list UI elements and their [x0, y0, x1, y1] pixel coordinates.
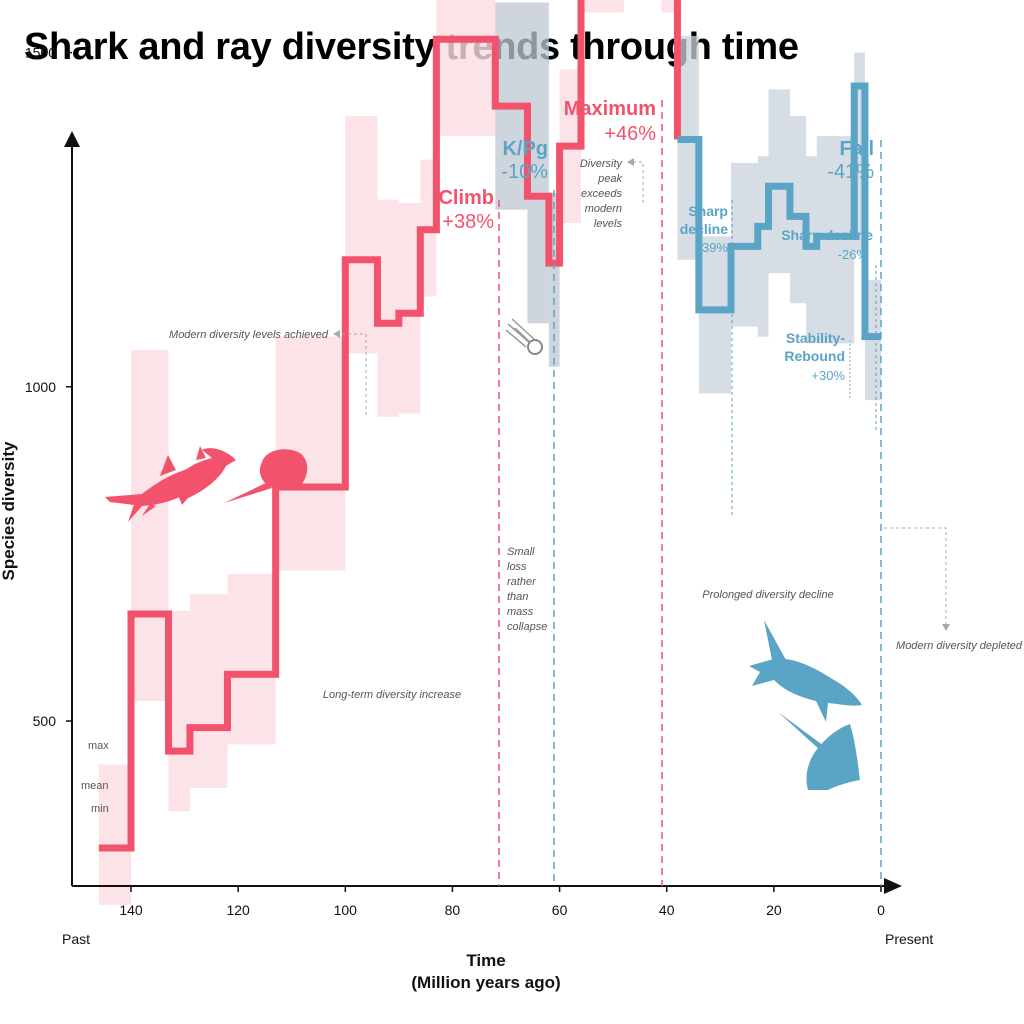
- y-tick-label: 1500: [25, 45, 56, 61]
- shark-icon: [749, 620, 862, 722]
- event-name-kpg: K/Pg: [502, 138, 548, 160]
- x-tick-label: 120: [226, 902, 250, 918]
- range-band: [768, 89, 790, 274]
- range-band: [757, 156, 769, 337]
- x-tick-label: 60: [552, 902, 568, 918]
- x-tick-label: 40: [659, 902, 675, 918]
- x-axis-unit: (Million years ago): [411, 973, 560, 992]
- event-change-sharp-decline-2: -26%: [838, 247, 869, 262]
- x-tick-label: 0: [877, 902, 885, 918]
- x-end-label-past: Past: [62, 931, 90, 947]
- x-end-label-present: Present: [885, 931, 933, 947]
- annotation-peak-exceeds: Diversity peak exceeds modern levels: [580, 158, 624, 230]
- event-name-fall: Fall: [840, 138, 874, 160]
- event-name-stability-rebound: Stability-Rebound: [784, 330, 845, 364]
- range-band: [854, 52, 865, 254]
- event-change-sharp-decline-1: -39%: [698, 240, 729, 255]
- range-band: [345, 116, 378, 354]
- x-axis-title: Time: [466, 951, 505, 970]
- y-axis-arrow: [64, 131, 80, 147]
- range-band: [189, 594, 228, 788]
- event-name-sharp-decline-2: Sharp decline: [781, 227, 873, 243]
- range-band: [661, 0, 678, 13]
- event-name-maximum: Maximum: [564, 98, 656, 120]
- event-change-stability-rebound: +30%: [811, 368, 845, 383]
- annotation-modern-levels-leader: [338, 333, 367, 415]
- range-band: [131, 350, 169, 701]
- mean-line-climb: [98, 0, 681, 852]
- annotation-depleted-leader: [884, 527, 947, 624]
- y-axis-title: Species diversity: [0, 441, 18, 580]
- event-change-climb: +38%: [442, 211, 494, 233]
- range-band: [398, 202, 421, 414]
- event-name-climb: Climb: [438, 187, 494, 209]
- range-band: [677, 35, 699, 260]
- range-band: [527, 2, 549, 324]
- range-band: [377, 199, 399, 417]
- x-tick-label: 20: [766, 902, 782, 918]
- annotation-modern-depleted: Modern diversity depleted: [896, 640, 1023, 652]
- annotation-peak-leader: [633, 161, 644, 203]
- range-band: [168, 610, 190, 812]
- y-tick-label: 500: [33, 713, 57, 729]
- annotation-modern-levels-arrow: [333, 330, 340, 338]
- legend-mean: mean: [81, 780, 109, 792]
- legend-max: max: [88, 740, 109, 752]
- annotation-depleted-arrow: [942, 624, 950, 631]
- event-name-sharp-decline-1: Sharp decline: [680, 203, 728, 237]
- chart-title: Shark and ray diversity trends through t…: [24, 26, 799, 68]
- y-tick-label: 1000: [25, 379, 56, 395]
- manta-ray-icon: [778, 712, 860, 790]
- range-band: [98, 764, 132, 905]
- annotation-small-loss: Small loss rather than mass collapse: [507, 546, 547, 633]
- range-band: [436, 0, 496, 137]
- x-tick-label: 100: [334, 902, 358, 918]
- event-change-maximum: +46%: [604, 123, 656, 145]
- x-axis-arrow: [884, 878, 902, 894]
- event-change-kpg: -10%: [501, 161, 548, 183]
- annotation-peak-arrow: [627, 158, 634, 166]
- annotation-prolonged-decline: Prolonged diversity decline: [702, 589, 833, 601]
- event-change-fall: -41%: [827, 161, 874, 183]
- mean-line-fall: [677, 82, 881, 341]
- range-band: [789, 116, 807, 304]
- hammerhead-shark-icon: [172, 446, 236, 505]
- range-band: [581, 0, 624, 13]
- stingray-icon: [224, 449, 308, 503]
- annotation-modern-levels-achieved: Modern diversity levels achieved: [169, 329, 329, 341]
- x-tick-label: 80: [445, 902, 461, 918]
- annotation-long-term-increase: Long-term diversity increase: [323, 689, 461, 701]
- range-band: [227, 573, 276, 745]
- x-tick-label: 140: [119, 902, 143, 918]
- legend-min: min: [91, 803, 109, 815]
- range-band: [698, 236, 732, 394]
- comet-icon: [505, 318, 543, 355]
